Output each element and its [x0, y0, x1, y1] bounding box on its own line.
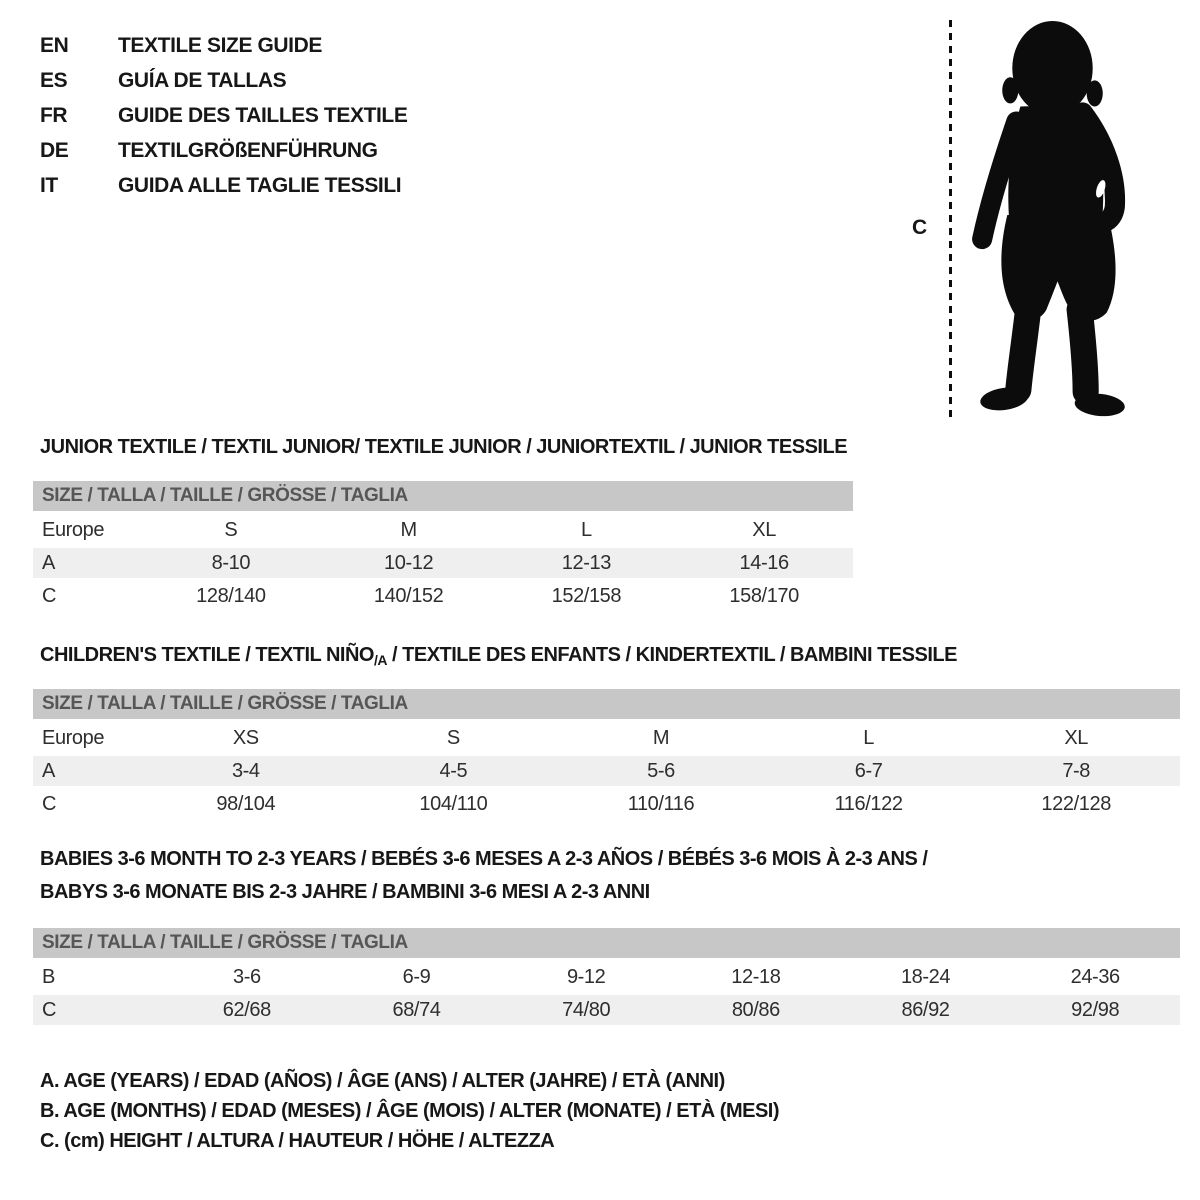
babies-section-heading: BABIES 3-6 MONTH TO 2-3 YEARS / BEBÉS 3-…	[40, 843, 928, 909]
height-cell: 68/74	[392, 999, 441, 1021]
months-cell: 24-36	[1070, 966, 1121, 988]
language-title: GUÍA DE TALLAS	[118, 69, 287, 92]
height-dashed-line	[949, 20, 952, 417]
row-label: B	[42, 966, 55, 988]
language-code: FR	[40, 104, 68, 127]
language-row-fr: FR GUIDE DES TAILLES TEXTILE	[40, 98, 408, 133]
language-row-it: IT GUIDA ALLE TAGLIE TESSILI	[40, 168, 407, 203]
age-cell: 3-4	[231, 760, 260, 782]
table-row-europe: Europe XS S M L XL	[33, 723, 1180, 753]
row-label: C	[42, 999, 57, 1021]
age-cell: 5-6	[647, 760, 675, 782]
size-cell: L	[863, 727, 874, 749]
language-title: GUIDA ALLE TAGLIE TESSILI	[118, 174, 402, 197]
size-cell: S	[224, 519, 238, 541]
size-cell: M	[652, 727, 670, 749]
row-label: Europe	[42, 727, 105, 749]
age-cell: 4-5	[439, 760, 468, 782]
height-cell: 104/110	[419, 793, 488, 815]
language-row-es: ES GUÍA DE TALLAS	[40, 63, 407, 98]
height-cell: 128/140	[196, 585, 266, 607]
height-cell: 98/104	[216, 793, 276, 815]
row-label: C	[42, 793, 57, 815]
table-row-height: C 98/104 104/110 110/116 116/122 122/128	[33, 789, 1180, 819]
height-cell: 86/92	[901, 999, 950, 1021]
size-cell: S	[446, 727, 460, 749]
months-cell: 3-6	[232, 966, 261, 988]
children-heading-text: / TEXTILE DES ENFANTS / KINDERTEXTIL / B…	[386, 644, 957, 666]
height-measure-label: C	[912, 216, 928, 239]
babies-heading-line2: BABYS 3-6 MONATE BIS 2-3 JAHRE / BAMBINI…	[40, 881, 650, 903]
language-code: DE	[40, 139, 69, 162]
babies-size-header-bar: SIZE / TALLA / TAILLE / GRÖSSE / TAGLIA	[33, 928, 1180, 958]
row-label: C	[42, 585, 57, 607]
height-cell: 92/98	[1071, 999, 1120, 1021]
height-cell: 62/68	[222, 999, 271, 1021]
row-label: Europe	[42, 519, 105, 541]
age-cell: 7-8	[1062, 760, 1091, 782]
height-cell: 152/158	[551, 585, 622, 607]
legend-line-c: C. (cm) HEIGHT / ALTURA / HAUTEUR / HÖHE…	[40, 1130, 555, 1152]
size-cell: XL	[752, 519, 776, 541]
children-section-heading: CHILDREN'S TEXTILE / TEXTIL NIÑO/A / TEX…	[40, 644, 957, 668]
babies-size-table: SIZE / TALLA / TAILLE / GRÖSSE / TAGLIA …	[33, 928, 1180, 1028]
table-row-age: A 8-10 10-12 12-13 14-16	[33, 548, 853, 578]
children-size-header-bar: SIZE / TALLA / TAILLE / GRÖSSE / TAGLIA	[33, 689, 1180, 719]
junior-size-table: SIZE / TALLA / TAILLE / GRÖSSE / TAGLIA …	[33, 481, 853, 614]
language-row-de: DE TEXTILGRÖßENFÜHRUNG	[40, 133, 407, 168]
height-cell: 116/122	[834, 793, 903, 815]
months-cell: 6-9	[402, 966, 431, 988]
junior-size-header-bar: SIZE / TALLA / TAILLE / GRÖSSE / TAGLIA	[33, 481, 853, 511]
row-label: A	[42, 552, 55, 574]
months-cell: 18-24	[900, 966, 951, 988]
height-cell: 158/170	[729, 585, 799, 607]
language-title: GUIDE DES TAILLES TEXTILE	[118, 104, 408, 127]
height-cell: 140/152	[373, 585, 444, 607]
age-cell: 14-16	[739, 552, 790, 574]
age-cell: 6-7	[854, 760, 883, 782]
legend-line-a: A. AGE (YEARS) / EDAD (AÑOS) / ÂGE (ANS)…	[40, 1070, 725, 1092]
language-code: ES	[40, 69, 68, 92]
size-cell: M	[400, 519, 417, 541]
height-cell: 80/86	[731, 999, 780, 1021]
measurement-legend: A. AGE (YEARS) / EDAD (AÑOS) / ÂGE (ANS)…	[40, 1066, 780, 1156]
size-cell: XL	[1064, 727, 1088, 749]
children-size-table: SIZE / TALLA / TAILLE / GRÖSSE / TAGLIA …	[33, 689, 1180, 822]
size-cell: L	[581, 519, 592, 541]
babies-heading-line1: BABIES 3-6 MONTH TO 2-3 YEARS / BEBÉS 3-…	[40, 848, 928, 870]
children-heading-text: CHILDREN'S TEXTILE / TEXTIL NIÑO	[40, 644, 374, 666]
baby-silhouette-icon	[972, 21, 1126, 417]
size-cell: XS	[232, 727, 259, 749]
children-heading-subscript: /A	[373, 652, 388, 668]
height-cell: 110/116	[627, 793, 695, 815]
language-row-en: EN TEXTILE SIZE GUIDE	[40, 28, 407, 63]
age-cell: 8-10	[211, 552, 251, 574]
language-code: IT	[40, 174, 58, 197]
language-title: TEXTILGRÖßENFÜHRUNG	[118, 139, 378, 162]
table-row-height: C 128/140 140/152 152/158 158/170	[33, 581, 853, 611]
height-cell: 74/80	[562, 999, 611, 1021]
table-row-height: C 62/68 68/74 74/80 80/86 86/92 92/98	[33, 995, 1180, 1025]
table-row-months: B 3-6 6-9 9-12 12-18 18-24 24-36	[33, 962, 1180, 992]
row-label: A	[42, 760, 55, 782]
height-cell: 122/128	[1041, 793, 1111, 815]
table-row-age: A 3-4 4-5 5-6 6-7 7-8	[33, 756, 1180, 786]
junior-section-heading: JUNIOR TEXTILE / TEXTIL JUNIOR/ TEXTILE …	[40, 436, 848, 458]
language-list: EN TEXTILE SIZE GUIDE ES GUÍA DE TALLAS …	[40, 28, 408, 203]
months-cell: 9-12	[566, 966, 606, 988]
legend-line-b: B. AGE (MONTHS) / EDAD (MESES) / ÂGE (MO…	[40, 1100, 780, 1122]
language-code: EN	[40, 34, 69, 57]
months-cell: 12-18	[731, 966, 781, 988]
language-title: TEXTILE SIZE GUIDE	[118, 34, 322, 57]
age-cell: 12-13	[561, 552, 612, 574]
table-row-europe: Europe S M L XL	[33, 515, 853, 545]
age-cell: 10-12	[384, 552, 434, 574]
